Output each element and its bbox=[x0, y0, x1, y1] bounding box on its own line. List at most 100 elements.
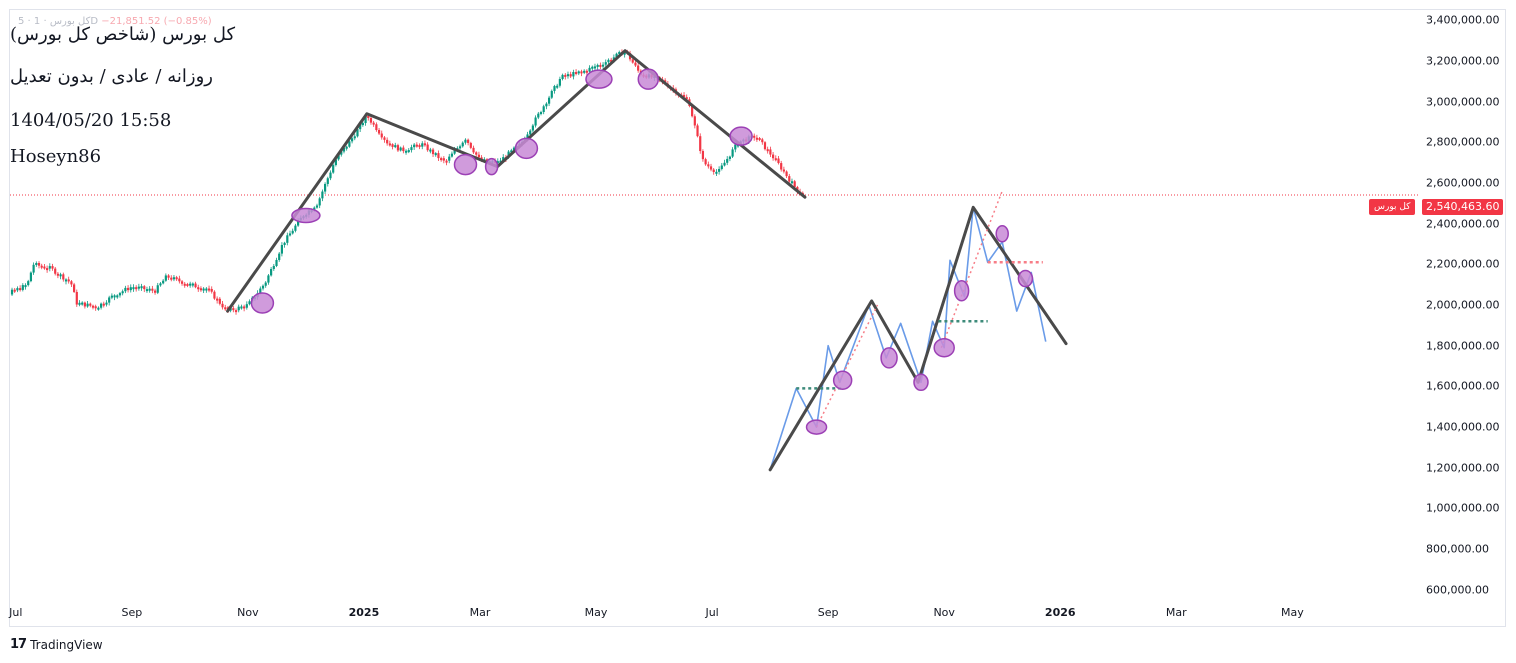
candle-body bbox=[699, 136, 702, 152]
candle-body bbox=[32, 264, 35, 273]
candle-body bbox=[43, 266, 46, 269]
candle-body bbox=[296, 220, 300, 226]
candle-body bbox=[240, 306, 243, 309]
tradingview-footer[interactable]: 17 TradingView bbox=[10, 637, 103, 652]
candle-body bbox=[402, 147, 405, 152]
candle-body bbox=[102, 303, 105, 306]
candle-body bbox=[464, 139, 467, 143]
candle-body bbox=[27, 281, 30, 286]
candle-body bbox=[264, 282, 267, 286]
ghost-change: −21,851.52 (−0.85%) bbox=[101, 16, 212, 27]
candle-body bbox=[234, 310, 238, 313]
candle-body bbox=[210, 288, 213, 292]
candle-body bbox=[10, 289, 14, 295]
candle-body bbox=[431, 149, 435, 155]
candle-body bbox=[529, 130, 532, 135]
candle-body bbox=[407, 150, 410, 153]
chart-author: Hoseyn86 bbox=[10, 146, 102, 167]
candle-body bbox=[458, 146, 462, 149]
candle-body bbox=[91, 305, 95, 308]
candle-body bbox=[396, 145, 400, 151]
candle-body bbox=[631, 59, 634, 63]
candle-body bbox=[337, 154, 340, 160]
candle-body bbox=[116, 295, 119, 298]
pattern-marker bbox=[913, 373, 929, 392]
candle-body bbox=[769, 149, 772, 155]
candle-body bbox=[720, 165, 723, 169]
candle-body bbox=[367, 115, 370, 119]
y-tick-label: 1,800,000.00 bbox=[1426, 339, 1500, 353]
y-tick-label: 1,000,000.00 bbox=[1426, 501, 1500, 515]
candle-body bbox=[553, 86, 556, 91]
x-tick-label: Sep bbox=[817, 606, 839, 619]
candle-body bbox=[615, 53, 618, 58]
y-tick-label: 1,400,000.00 bbox=[1426, 420, 1500, 434]
candle-body bbox=[596, 64, 599, 67]
candle-body bbox=[440, 158, 443, 161]
candle-body bbox=[353, 136, 356, 139]
candle-body bbox=[380, 133, 383, 138]
candle-body bbox=[99, 303, 103, 308]
candle-body bbox=[350, 138, 354, 142]
pattern-marker bbox=[637, 68, 660, 90]
trend-line bbox=[226, 49, 807, 313]
candle-body bbox=[167, 275, 170, 278]
candle-body bbox=[189, 283, 192, 286]
candle-body bbox=[426, 144, 429, 151]
candle-body bbox=[313, 207, 316, 211]
candle-body bbox=[734, 144, 737, 150]
candle-body bbox=[216, 298, 219, 301]
candle-body bbox=[512, 147, 516, 151]
pattern-marker bbox=[933, 337, 955, 358]
candle-body bbox=[537, 113, 540, 118]
candle-body bbox=[612, 57, 615, 61]
candle-body bbox=[421, 143, 424, 147]
candle-body bbox=[726, 158, 729, 163]
candle-body bbox=[162, 280, 165, 284]
pattern-marker bbox=[880, 347, 898, 369]
candle-body bbox=[782, 169, 785, 172]
candle-body bbox=[329, 172, 332, 179]
candle-body bbox=[62, 274, 65, 280]
candle-body bbox=[755, 137, 758, 140]
candle-body bbox=[286, 235, 289, 243]
y-tick-label: 3,000,000.00 bbox=[1426, 95, 1500, 109]
y-tick-label: 2,400,000.00 bbox=[1426, 217, 1500, 231]
candle-body bbox=[89, 303, 92, 306]
candle-body bbox=[502, 157, 505, 161]
candle-body bbox=[29, 272, 33, 282]
candle-body bbox=[499, 160, 502, 163]
candle-body bbox=[72, 284, 76, 292]
candle-body bbox=[108, 297, 111, 303]
candle-body bbox=[291, 230, 294, 234]
candle-body bbox=[35, 262, 38, 265]
candle-body bbox=[601, 64, 605, 67]
pattern-marker bbox=[995, 225, 1009, 243]
candle-body bbox=[701, 151, 705, 160]
candle-body bbox=[340, 151, 343, 155]
candle-body bbox=[610, 59, 613, 62]
candle-body bbox=[477, 154, 481, 158]
x-tick-label: Nov bbox=[237, 606, 259, 619]
trend-lines bbox=[226, 49, 1068, 472]
chart-frame bbox=[9, 9, 1506, 627]
candle-body bbox=[267, 275, 270, 283]
candle-body bbox=[332, 165, 335, 173]
candle-body bbox=[410, 147, 413, 151]
candle-body bbox=[180, 281, 184, 284]
candle-body bbox=[237, 306, 240, 311]
candle-body bbox=[558, 78, 561, 86]
candle-body bbox=[761, 139, 764, 143]
candle-body bbox=[140, 286, 143, 289]
candle-body bbox=[135, 287, 138, 290]
slope-guide bbox=[940, 190, 1003, 348]
candle-body bbox=[224, 307, 227, 310]
candle-body bbox=[550, 90, 553, 98]
candle-body bbox=[19, 288, 22, 291]
candle-body bbox=[197, 287, 200, 290]
tradingview-brand: TradingView bbox=[30, 637, 103, 652]
candle-body bbox=[318, 198, 321, 206]
candle-body bbox=[445, 160, 448, 163]
y-tick-label: 2,600,000.00 bbox=[1426, 176, 1500, 190]
